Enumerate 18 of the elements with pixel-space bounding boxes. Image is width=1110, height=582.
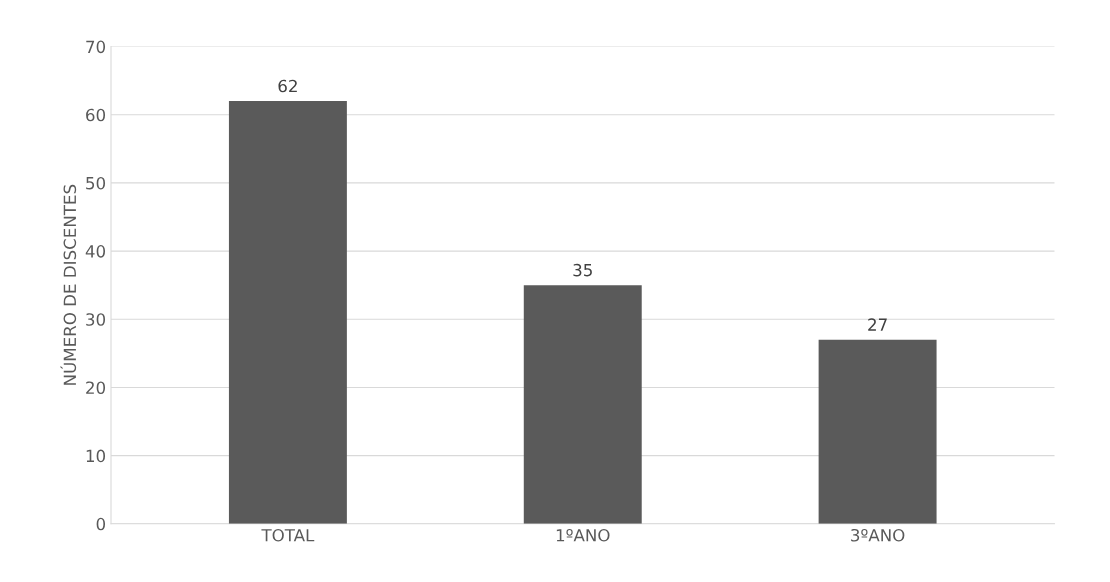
data-label: 35 — [573, 263, 592, 277]
y-tick-label: 50 — [86, 176, 106, 190]
y-tick-label: 60 — [86, 108, 106, 122]
y-tick-label: 40 — [85, 245, 106, 258]
y-tick-label: 20 — [86, 381, 106, 395]
bar — [228, 101, 347, 524]
y-tick-label: 70 — [86, 40, 106, 54]
bar — [818, 339, 937, 524]
y-axis-title: NÚMERO DE DISCENTES — [60, 184, 77, 385]
y-tick-label: 30 — [86, 313, 106, 326]
y-tick-label: 10 — [86, 449, 106, 463]
x-tick-label: 3ºANO — [851, 528, 905, 542]
x-tick-label: TOTAL — [261, 528, 315, 542]
y-tick-label: 0 — [96, 517, 106, 531]
x-tick-label: 1ºANO — [556, 528, 610, 542]
bar — [523, 285, 642, 524]
data-label: 27 — [868, 318, 887, 331]
data-label: 62 — [278, 79, 297, 93]
